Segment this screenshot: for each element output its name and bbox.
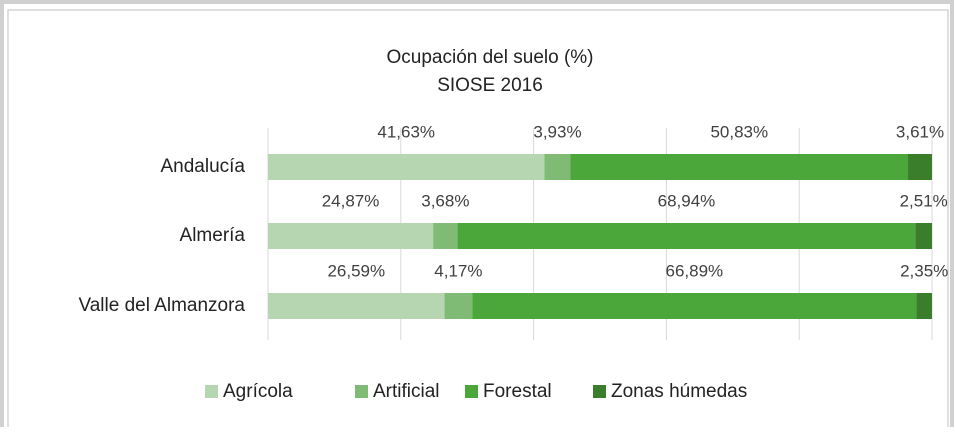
data-label: 3,61% xyxy=(896,122,944,141)
legend-label: Zonas húmedas xyxy=(611,381,747,402)
data-label: 68,94% xyxy=(658,191,716,210)
legend-swatch xyxy=(355,385,368,398)
data-label: 50,83% xyxy=(710,122,768,141)
bar-segment xyxy=(268,154,545,180)
legend-label: Agrícola xyxy=(223,381,293,402)
data-label: 41,63% xyxy=(377,122,435,141)
legend-swatch xyxy=(205,385,218,398)
frame xyxy=(7,9,949,432)
bar-segment xyxy=(268,293,445,319)
data-label: 2,51% xyxy=(900,191,948,210)
bar-segment xyxy=(915,223,932,249)
bar-segment xyxy=(472,293,917,319)
data-label: 66,89% xyxy=(665,261,723,280)
chart-subtitle: SIOSE 2016 xyxy=(437,75,543,96)
bar-segment xyxy=(908,154,932,180)
legend-swatch xyxy=(465,385,478,398)
data-label: 24,87% xyxy=(322,191,380,210)
bar-segment xyxy=(457,223,916,249)
bar-segment xyxy=(268,223,434,249)
category-label: Andalucía xyxy=(160,156,245,177)
legend-label: Forestal xyxy=(483,381,552,402)
data-label: 3,93% xyxy=(533,122,581,141)
bar-segment xyxy=(544,154,571,180)
bar-segment xyxy=(433,223,458,249)
data-label: 26,59% xyxy=(327,261,385,280)
category-label: Valle del Almanzora xyxy=(78,295,245,316)
data-label: 4,17% xyxy=(434,261,482,280)
bar-segment xyxy=(916,293,932,319)
chart-title: Ocupación del suelo (%) xyxy=(387,47,594,68)
bar-segment xyxy=(570,154,909,180)
legend-swatch xyxy=(593,385,606,398)
data-label: 3,68% xyxy=(421,191,469,210)
legend-label: Artificial xyxy=(373,381,440,402)
category-label: Almería xyxy=(180,225,246,246)
data-label: 2,35% xyxy=(900,261,948,280)
bar-segment xyxy=(444,293,473,319)
